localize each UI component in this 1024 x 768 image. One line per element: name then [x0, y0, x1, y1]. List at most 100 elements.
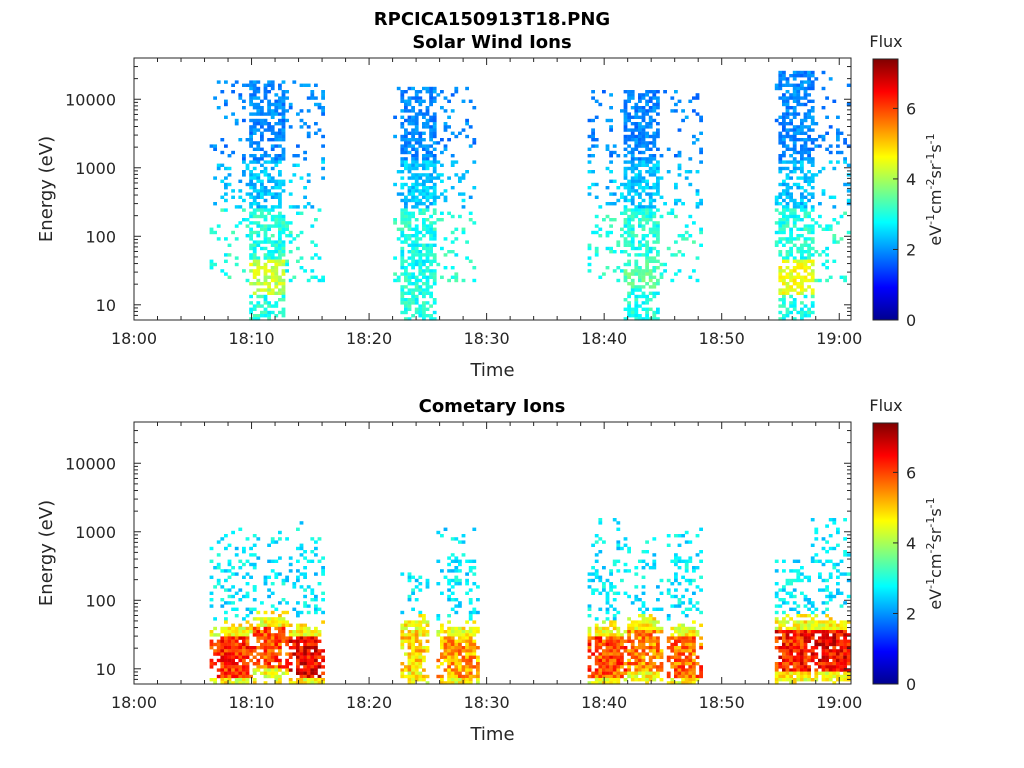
flux-cell	[782, 224, 786, 228]
flux-cell	[432, 128, 437, 132]
flux-cell	[609, 246, 613, 251]
flux-cell	[436, 630, 441, 634]
flux-cell	[260, 106, 264, 110]
flux-cell	[638, 122, 642, 126]
flux-cell	[598, 550, 603, 554]
flux-cell	[648, 633, 653, 637]
flux-cell	[645, 310, 649, 315]
flux-cell	[821, 649, 826, 653]
flux-cell	[688, 157, 693, 161]
flux-cell	[782, 154, 786, 158]
flux-cell	[454, 626, 459, 631]
flux-cell	[252, 633, 257, 637]
flux-cell	[807, 636, 811, 640]
flux-cell	[656, 147, 660, 151]
flux-cell	[609, 642, 613, 647]
flux-cell	[400, 96, 405, 100]
flux-cell	[810, 310, 815, 315]
flux-cell	[699, 230, 703, 235]
flux-cell	[422, 243, 426, 247]
flux-cell	[796, 639, 801, 643]
flux-cell	[846, 144, 851, 148]
flux-cell	[454, 610, 459, 615]
flux-cell	[674, 90, 678, 94]
flux-cell	[231, 668, 235, 672]
flux-cell	[796, 237, 801, 241]
flux-cell	[245, 642, 250, 647]
flux-cell	[274, 99, 279, 103]
flux-cell	[429, 102, 433, 107]
flux-cell	[425, 147, 430, 151]
flux-cell	[677, 534, 682, 538]
flux-cell	[263, 626, 268, 631]
flux-cell	[785, 214, 790, 219]
flux-cell	[256, 630, 261, 634]
flux-cell	[821, 262, 826, 267]
flux-cell	[796, 125, 801, 129]
flux-cell	[796, 74, 801, 78]
flux-cell	[648, 636, 653, 640]
flux-cell	[242, 646, 246, 650]
flux-cell	[314, 649, 318, 653]
flux-cell	[270, 278, 275, 283]
flux-cell	[414, 578, 419, 583]
flux-cell	[414, 141, 419, 145]
flux-cell	[234, 630, 239, 634]
flux-cell	[396, 237, 401, 241]
flux-cell	[454, 575, 459, 579]
flux-cell	[227, 626, 232, 631]
unit-exponent: -1	[924, 578, 937, 589]
flux-cell	[472, 186, 477, 190]
flux-cell	[645, 234, 649, 238]
flux-cell	[818, 214, 822, 219]
flux-cell	[594, 617, 599, 621]
flux-cell	[800, 192, 804, 196]
flux-cell	[692, 649, 696, 653]
flux-cell	[299, 636, 304, 640]
flux-cell	[638, 294, 642, 299]
flux-cell	[652, 678, 657, 682]
flux-cell	[314, 122, 318, 126]
flux-cell	[605, 266, 610, 270]
flux-cell	[645, 662, 649, 666]
flux-cell	[440, 106, 444, 110]
flux-cell	[648, 630, 653, 634]
flux-cell	[450, 639, 455, 643]
flux-cell	[612, 598, 617, 602]
flux-cell	[450, 537, 455, 541]
flux-cell	[249, 118, 253, 123]
flux-cell	[789, 208, 793, 212]
flux-cell	[414, 128, 419, 132]
flux-cell	[792, 160, 797, 164]
flux-cell	[645, 250, 649, 254]
flux-cell	[648, 192, 653, 196]
flux-cell	[278, 646, 282, 650]
flux-cell	[638, 253, 642, 257]
flux-cell	[263, 90, 268, 94]
flux-cell	[594, 224, 599, 228]
flux-cell	[792, 646, 797, 650]
flux-cell	[288, 106, 293, 110]
flux-cell	[692, 678, 696, 682]
flux-cell	[785, 620, 790, 624]
flux-cell	[227, 658, 232, 663]
flux-cell	[249, 294, 253, 299]
flux-cell	[249, 205, 253, 209]
flux-cell	[594, 553, 599, 557]
flux-cell	[270, 569, 275, 573]
flux-cell	[213, 262, 217, 267]
flux-cell	[598, 674, 603, 679]
flux-cell	[810, 205, 815, 209]
flux-cell	[278, 211, 282, 215]
flux-cell	[404, 285, 408, 289]
flux-cell	[839, 626, 844, 631]
flux-cell	[789, 112, 793, 116]
flux-cell	[674, 578, 678, 583]
flux-cell	[785, 253, 790, 257]
flux-cell	[411, 591, 415, 595]
flux-cell	[641, 294, 646, 299]
flux-cell	[411, 128, 415, 132]
flux-cell	[411, 198, 415, 203]
flux-cell	[278, 614, 282, 618]
flux-cell	[267, 655, 271, 659]
